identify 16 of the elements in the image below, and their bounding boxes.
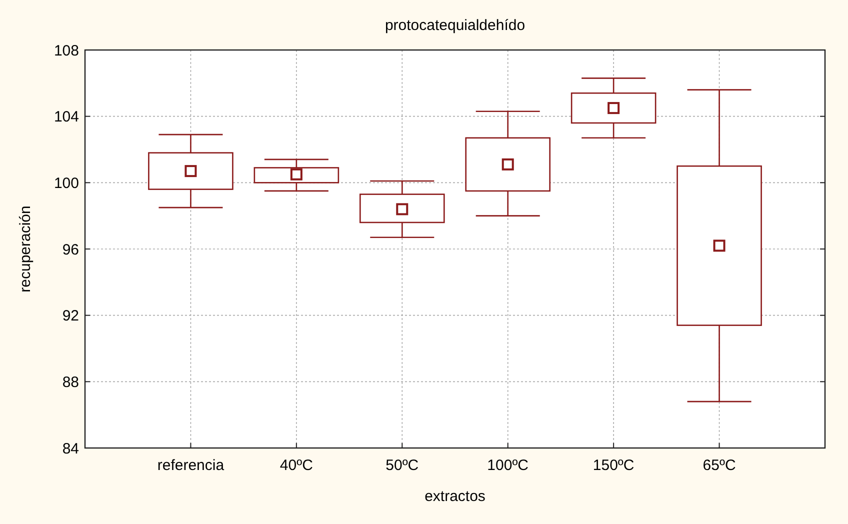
y-tick-label: 96 [62, 241, 79, 258]
x-tick-label: 40ºC [280, 457, 314, 474]
x-tick-label: 100ºC [487, 457, 529, 474]
x-axis-title: extractos [424, 488, 486, 505]
y-tick-label: 84 [62, 440, 79, 458]
x-tick-label: 50ºC [386, 457, 419, 474]
y-tick-label: 104 [54, 108, 79, 126]
chart-title: protocatequialdehído [384, 17, 526, 34]
x-tick-label: referencia [157, 457, 225, 474]
y-axis-title: recuperación [17, 206, 34, 292]
y-tick-label: 100 [54, 174, 79, 192]
y-tick-label: 108 [54, 42, 79, 60]
x-tick-label: 150ºC [592, 457, 634, 474]
y-tick-label: 88 [62, 374, 79, 391]
y-tick-label: 92 [62, 308, 79, 325]
x-tick-label: 65ºC [702, 457, 736, 474]
